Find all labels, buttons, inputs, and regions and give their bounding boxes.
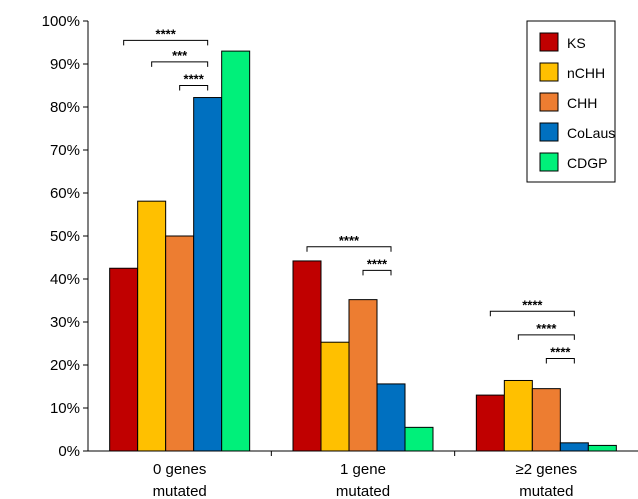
legend-label-cdgp: CDGP [567, 155, 607, 171]
category-label-line2: mutated [519, 483, 573, 499]
significance-label: **** [184, 72, 205, 87]
category-label-line1: 0 genes [153, 461, 206, 478]
bar-ks-1 [292, 260, 322, 452]
bar-nchh-1 [320, 341, 350, 452]
y-tick-label: 90% [50, 56, 80, 73]
category-labels: 0 genes mutated 1 gene mutated ≥2 genes mutat… [153, 461, 578, 499]
significance-label: **** [367, 256, 388, 271]
significance-bracket [362, 269, 392, 276]
y-tick-label: 20% [50, 357, 80, 374]
bar-chh-1 [348, 299, 378, 452]
significance-label: **** [339, 233, 360, 248]
y-ticks: 0% 10% 20% 30% 40% 50% 60% 70% 80% 90% 100% [42, 13, 88, 460]
bar-colaus-2 [559, 442, 589, 452]
bar-cdgp-1 [404, 426, 434, 452]
significance-bracket [306, 246, 392, 252]
legend-swatch-cdgp [539, 152, 559, 172]
legend-label-chh: CHH [567, 95, 597, 111]
bar-nchh-0 [137, 200, 167, 452]
y-tick-label: 100% [42, 13, 80, 30]
significance-bracket [517, 334, 575, 340]
bar-ks-0 [109, 267, 139, 452]
bar-chh-0 [165, 235, 195, 452]
legend-swatch-colaus [539, 122, 559, 142]
legend-label-colaus: CoLaus [567, 125, 615, 141]
y-tick-label: 40% [50, 271, 80, 288]
significance-bracket [545, 358, 575, 364]
y-tick-label: 0% [58, 443, 80, 460]
y-tick-label: 50% [50, 228, 80, 245]
significance-label: **** [536, 321, 557, 336]
significance-bracket [123, 39, 209, 46]
significance-label: **** [156, 26, 177, 41]
y-tick-label: 30% [50, 314, 80, 331]
significance-label: **** [522, 297, 543, 312]
significance-bracket [179, 85, 209, 91]
category-label-line2: mutated [153, 483, 207, 499]
significance-bracket [489, 310, 575, 317]
legend: KS nCHH CHH CoLaus CDGP [526, 20, 616, 183]
bar-cdgp-0 [221, 50, 251, 452]
y-tick-label: 80% [50, 99, 80, 116]
bar-ks-2 [475, 394, 505, 452]
significance-label: *** [172, 48, 188, 63]
legend-swatch-chh [539, 92, 559, 112]
category-label-line1: 1 gene [340, 461, 386, 478]
bar-chh-2 [531, 388, 561, 452]
bar-colaus-1 [376, 383, 406, 452]
legend-swatch-nchh [539, 62, 559, 82]
category-label-line1: ≥2 genes [516, 461, 578, 478]
y-tick-label: 60% [50, 185, 80, 202]
bar-cdgp-2 [587, 444, 617, 452]
legend-swatch-ks [539, 32, 559, 52]
legend-label-ks: KS [567, 35, 586, 51]
bar-colaus-0 [193, 97, 223, 452]
legend-label-nchh: nCHH [567, 65, 605, 81]
y-tick-label: 70% [50, 142, 80, 159]
category-label-line2: mutated [336, 483, 390, 499]
bars [109, 50, 617, 452]
significance-bracket [151, 61, 209, 67]
bar-nchh-2 [503, 379, 533, 452]
y-tick-label: 10% [50, 400, 80, 417]
significance-brackets: ******************************* [123, 26, 575, 364]
significance-label: **** [550, 345, 571, 360]
